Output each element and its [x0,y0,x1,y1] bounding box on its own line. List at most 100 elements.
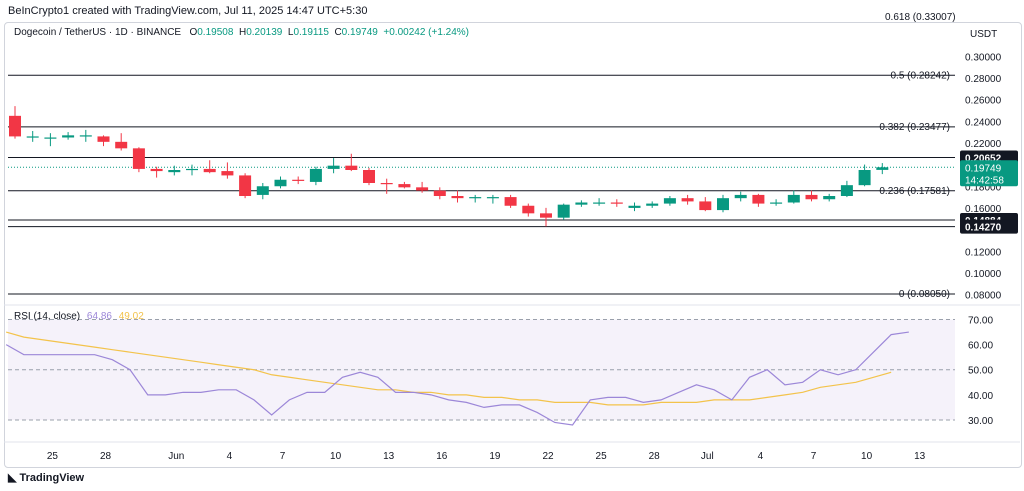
candle-down [239,175,252,196]
rsi-tick-label: 70.00 [968,316,993,327]
candle-up [593,202,606,204]
x-tick-label: 22 [542,451,554,462]
price-tick-label: 0.22000 [965,139,1002,150]
candle-down [699,201,712,211]
credit-text: BeInCrypto1 created with TradingView.com… [8,5,368,17]
candle-up [274,179,287,187]
price-tick-label: 0.08000 [965,291,1002,302]
candle-down [132,148,145,169]
change-value: +0.00242 (+1.24%) [383,27,470,38]
candle-down [363,170,375,183]
close-value: 0.19749 [341,27,378,38]
footer: ◣ TradingView [0,466,1024,491]
candle-up [823,196,836,200]
countdown-label: 14:42:58 [965,175,1004,186]
current-price-badge [960,160,1018,187]
candle-up [469,197,482,199]
candle-down [97,136,110,142]
x-tick-label: 7 [280,451,286,462]
fib-label-top: 0.618 (0.33007) [885,12,956,23]
candle-up [787,194,800,203]
candle-down [752,194,765,204]
low-value: 0.19115 [293,27,329,38]
rsi-tick-label: 30.00 [968,416,993,427]
candle-up [575,202,588,205]
candle-up [327,165,340,169]
rsi-legend[interactable]: RSI (14, close) 64.86 49.02 [14,311,144,322]
x-tick-label: 28 [649,451,661,462]
candle-down [433,190,446,196]
candle-down [805,194,818,200]
price-tick-label: 0.28000 [965,74,1002,85]
candle-down [345,165,358,170]
x-tick-label: 13 [383,451,395,462]
current-price-label: 0.19749 [965,163,1002,174]
rsi-value: 64.86 [86,311,112,322]
x-tick-label: 4 [758,451,764,462]
candle-up [79,135,92,137]
x-tick-label: 7 [811,451,817,462]
candle-down [540,213,552,218]
high-value: 0.20139 [246,27,283,38]
brand-name: TradingView [19,472,85,484]
candle-down [380,183,393,185]
x-tick-label: 10 [861,451,873,462]
open-value: 0.19508 [197,27,234,38]
price-tick-label: 0.16000 [965,204,1002,215]
rsi-ma-value: 49.02 [118,311,144,322]
symbol-legend[interactable]: Dogecoin / TetherUS · 1D · BINANCE O0.19… [14,27,470,38]
candle-down [416,187,429,191]
price-tick-label: 0.18000 [965,182,1002,193]
candle-down [398,184,411,188]
candle-down [150,168,163,172]
candle-down [203,168,216,173]
tv-logo-icon: ◣ [8,472,20,484]
candle-up [44,137,57,139]
price-tick-label: 0.10000 [965,269,1002,280]
fib-label: 0.382 (0.23477) [879,122,950,133]
candle-down [610,202,623,204]
candle-down [115,141,128,149]
rsi-label: RSI (14, close) [14,311,81,322]
candle-up [663,198,676,204]
candle-up [717,198,729,211]
candle-down [522,205,535,214]
candle-up [486,197,499,199]
candle-up [840,185,853,196]
rsi-tick-label: 50.00 [968,366,993,377]
x-tick-label: 19 [489,451,501,462]
rsi-ma-line [5,331,892,406]
currency-label: USDT [970,29,997,40]
candle-up [309,168,322,182]
x-tick-label: Jul [701,451,714,462]
candle-down [681,198,694,202]
x-tick-label: 25 [596,451,608,462]
price-badge [960,219,1018,234]
price-badge-label: 0.14270 [965,223,1002,234]
candle-up [26,136,39,138]
fib-label: 0 (0.08050) [899,289,950,300]
fib-label: 0.5 (0.28242) [891,70,951,81]
candle-down [9,115,21,137]
price-tick-label: 0.26000 [965,96,1002,107]
candle-down [292,179,305,181]
credit-bar: BeInCrypto1 created with TradingView.com… [0,0,1024,22]
x-tick-label: Jun [168,451,184,462]
candle-up [646,203,659,206]
x-tick-label: 16 [436,451,448,462]
candle-up [168,170,181,173]
tradingview-logo[interactable]: ◣ TradingView [8,471,84,484]
rsi-tick-label: 40.00 [968,391,993,402]
x-tick-label: 13 [914,451,926,462]
candle-down [451,196,464,199]
candle-up [62,135,75,138]
candle-up [628,205,641,208]
x-tick-label: 28 [100,451,112,462]
x-tick-label: 10 [330,451,342,462]
price-badge-label: 0.20652 [965,154,1002,165]
price-tick-label: 0.24000 [965,117,1002,128]
price-tick-label: 0.30000 [965,52,1002,63]
candle-up [876,167,889,170]
